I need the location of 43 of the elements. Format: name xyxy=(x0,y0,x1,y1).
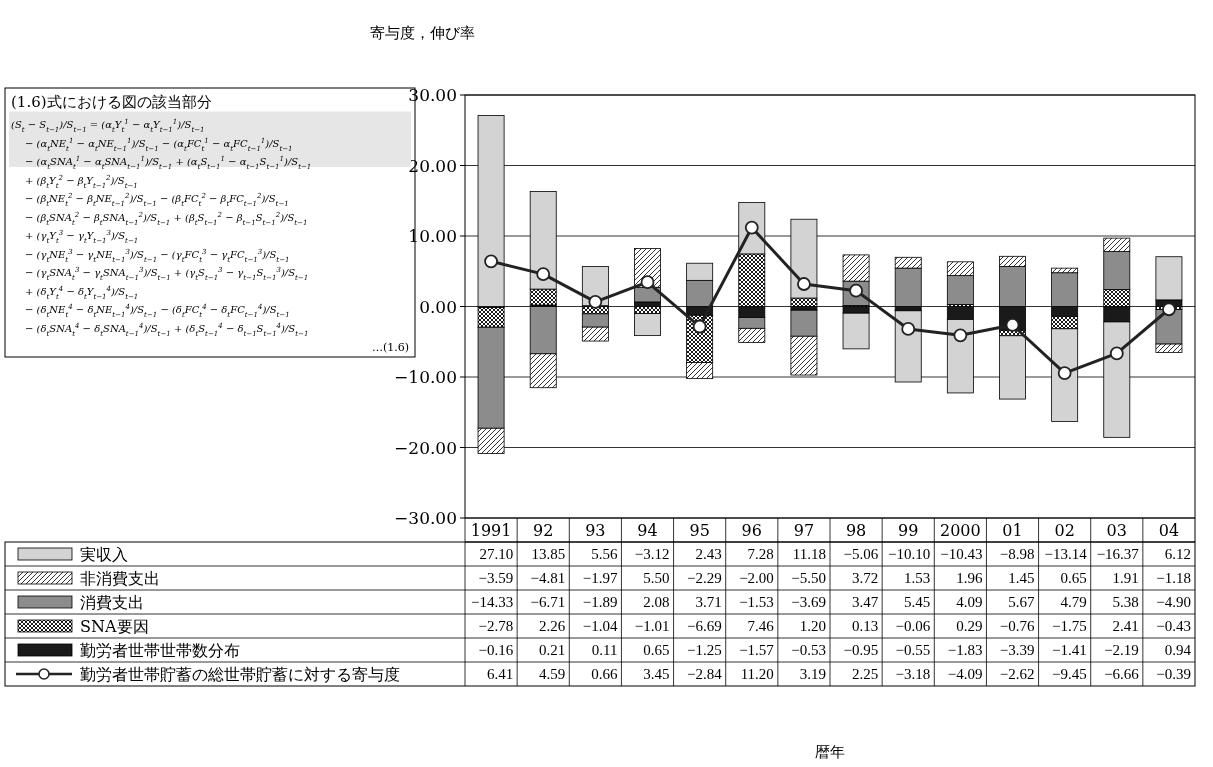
legend-label: 実収入 xyxy=(80,545,128,564)
text: − (β$_{t}$SNA$_{t}$$^{2}$ − β$_{t}$SNA$_{t−1}$$^{2}$)/S$_{t−1}$ + (β$_{t}$S$_{t−1}$$^{2}$ − β$_{t−1}$S$_{t−1}$$^{2}$)/S$_{t−1}$ xyxy=(25,210,308,227)
y-tick-label: 20.00 xyxy=(408,155,457,176)
text: + (δ$_{t}$Y$_{t}$$^{4}$ − δ$_{t}$Y$_{t−1}$$^{4}$)/S$_{t−1}$ xyxy=(25,284,139,301)
x-tick-label: 99 xyxy=(898,521,919,540)
x-tick-label: 04 xyxy=(1158,521,1180,540)
text: − (β$_{t}$NE$_{t}$$^{2}$ − β$_{t}$NE$_{t−1}$$^{2}$)/S$_{t−1}$ − (β$_{t}$FC$_{t}$$^{2}$ − β$_{t}$FC$_{t−1}$$^{2}$)/S$_{t−1}$ xyxy=(25,192,289,208)
y-tick-label: −10.00 xyxy=(394,367,457,387)
x-tick-label: 98 xyxy=(845,521,867,540)
y-tick-label: 30.00 xyxy=(408,85,457,105)
legend-label: 勤労者世帯世帯数分布 xyxy=(80,641,240,660)
x-tick-label: 02 xyxy=(1054,521,1075,540)
text: − (α$_{t}$NE$_{t}$$^{1}$ − α$_{t}$NE$_{t−1}$$^{1}$)/S$_{t−1}$ − (α$_{t}$FC$_{t}$$^{1}$ − α$_{t}$FC$_{t−1}$$^{1}$)/S$_{t−1}$ xyxy=(25,136,293,153)
text: 暦年 xyxy=(815,743,845,761)
x-tick-label: 2000 xyxy=(940,521,981,540)
y-tick-label: 10.00 xyxy=(408,226,457,246)
x-tick-label: 93 xyxy=(585,521,606,540)
x-tick-label: 97 xyxy=(793,521,815,540)
text: − (α$_{t}$SNA$_{t}$$^{1}$ − α$_{t}$SNA$_{t−1}$$^{1}$)/S$_{t−1}$ + (α$_{t}$S$_{t−1}$$^{1}$ − α$_{t−1}$S$_{t−1}$$^{1}$)/S$_{t−1}$ xyxy=(25,155,312,171)
y-tick-label: 0.00 xyxy=(419,296,457,317)
x-tick-label: 1991 xyxy=(470,521,512,540)
text: − (γ$_{t}$NE$_{t}$$^{3}$ − γ$_{t}$NE$_{t−1}$$^{3}$)/S$_{t−1}$ − (γ$_{t}$FC$_{t}$$^{3}$ − γ$_{t}$FC$_{t−1}$$^{3}$)/S$_{t−1}$ xyxy=(25,247,290,264)
x-tick-label: 96 xyxy=(741,521,762,540)
text: (S$_{t}$ − S$_{t−1}$)/S$_{t−1}$ = (α$_{t}$Y$_{t}$$^{1}$ − α$_{t}$Y$_{t−1}$$^{1}$)/S$_{t−1}$ xyxy=(11,118,205,134)
x-tick-label: 92 xyxy=(533,521,554,540)
legend-label: SNA要因 xyxy=(80,617,149,636)
y-axis-title: 寄与度，伸び率 xyxy=(370,24,475,42)
legend-label: 非消費支出 xyxy=(80,569,160,588)
x-tick-label: 01 xyxy=(1002,521,1023,540)
text: − (δ$_{t}$SNA$_{t}$$^{4}$ − δ$_{t}$SNA$_{t−1}$$^{4}$)/S$_{t−1}$ + (δ$_{t}$S$_{t−1}$$^{4}$ − δ$_{t−1}$S$_{t−1}$$^{4}$)/S$_{t−1}$ xyxy=(25,321,309,338)
text: + (β$_{t}$Y$_{t}$$^{2}$ − β$_{t}$Y$_{t−1}$$^{2}$)/S$_{t−1}$ xyxy=(25,173,138,190)
x-tick-label: 03 xyxy=(1106,521,1127,540)
legend-label: 消費支出 xyxy=(80,593,144,612)
legend-label: 勤労者世帯貯蓄の総世帯貯蓄に対する寄与度 xyxy=(80,665,400,684)
y-tick-label: −30.00 xyxy=(394,508,457,528)
text: …(1.6) xyxy=(371,341,409,354)
text: (1.6)式における図の該当部分 xyxy=(11,92,212,111)
y-tick-label: −20.00 xyxy=(394,437,457,458)
text: − (δ$_{t}$NE$_{t}$$^{4}$ − δ$_{t}$NE$_{t−1}$$^{4}$)/S$_{t−1}$ − (δ$_{t}$FC$_{t}$$^{4}$ − δ$_{t}$FC$_{t−1}$$^{4}$)/S$_{t−1}$ xyxy=(25,303,290,319)
x-tick-label: 95 xyxy=(689,521,710,540)
x-tick-label: 94 xyxy=(637,521,658,540)
text: − (γ$_{t}$SNA$_{t}$$^{3}$ − γ$_{t}$SNA$_{t−1}$$^{3}$)/S$_{t−1}$ + (γ$_{t}$S$_{t−1}$$^{3}$ − γ$_{t−1}$S$_{t−1}$$^{3}$)/S$_{t−1}$ xyxy=(25,266,309,282)
text: + (γ$_{t}$Y$_{t}$$^{3}$ − γ$_{t}$Y$_{t−1}$$^{3}$)/S$_{t−1}$ xyxy=(25,229,139,245)
